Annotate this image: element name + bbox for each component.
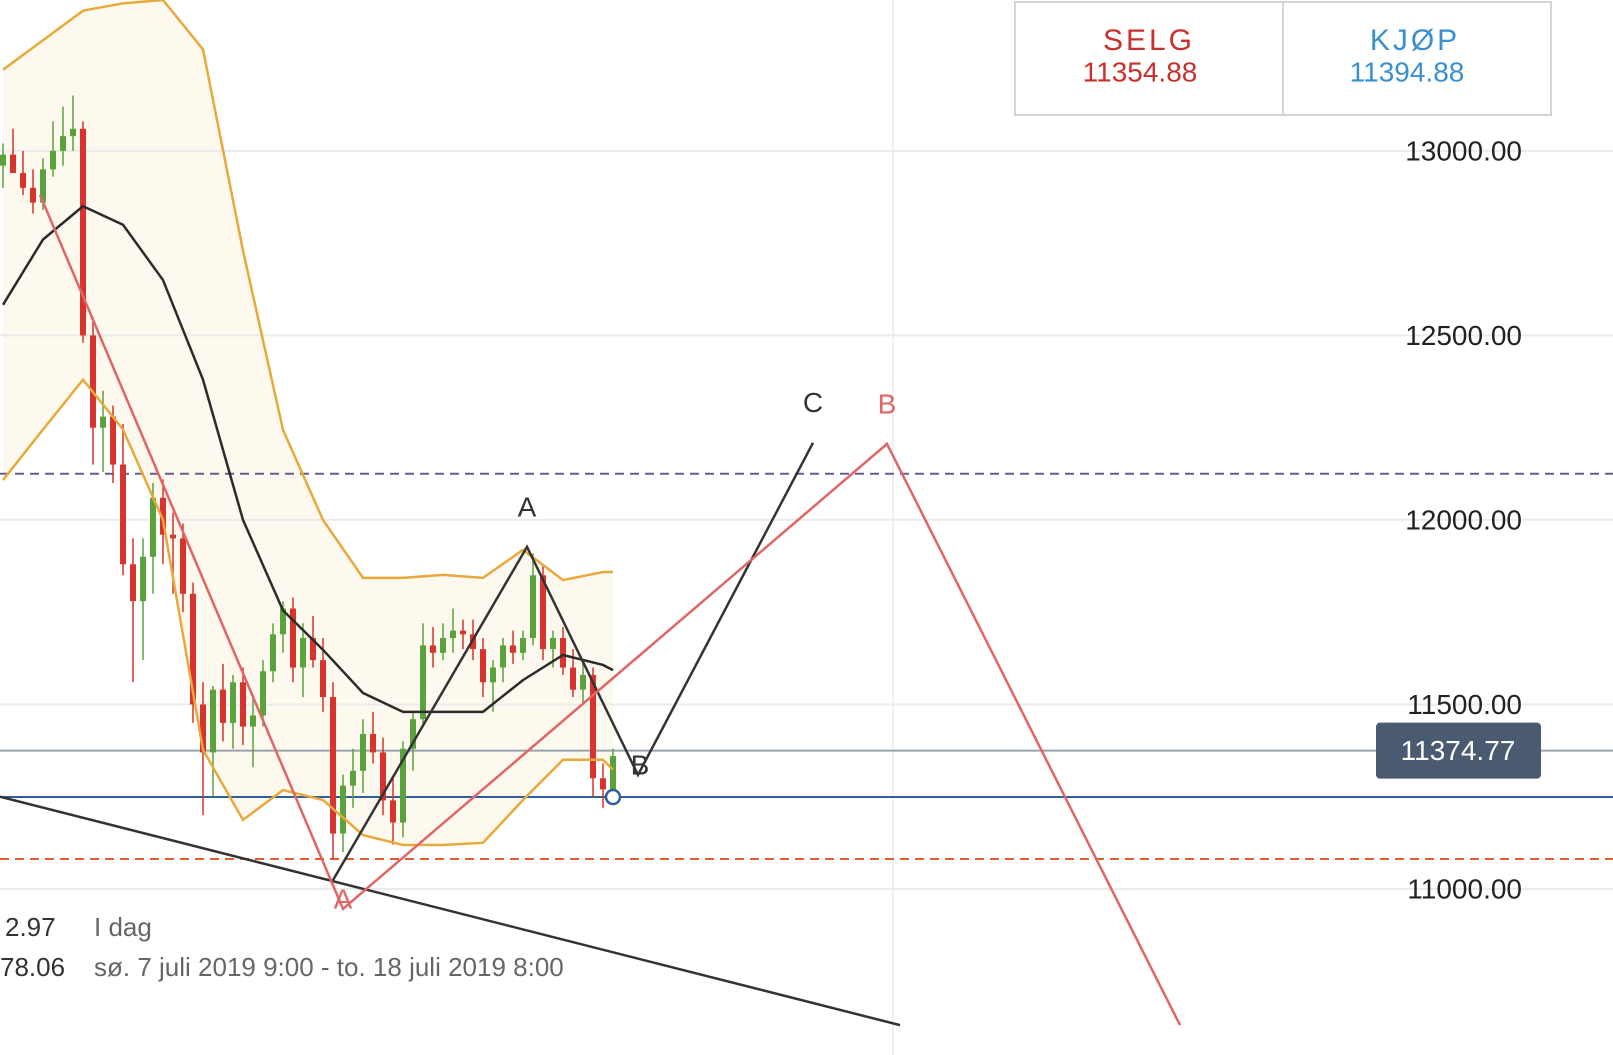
candle-body <box>390 800 396 823</box>
period: sø. 7 juli 2019 9:00 - to. 18 juli 2019 … <box>94 952 564 982</box>
candle-body <box>30 187 36 203</box>
candle-body <box>550 638 556 650</box>
candle-body <box>290 608 296 668</box>
candle-body <box>410 719 416 749</box>
candle-body <box>430 645 436 653</box>
info-bar: 2.97 78.06 I dag sø. 7 juli 2019 9:00 - … <box>0 912 564 982</box>
candle-body <box>120 464 126 565</box>
candle-body <box>260 671 266 716</box>
candle-body <box>50 150 56 170</box>
wave-drawing <box>331 442 815 881</box>
candle-body <box>180 538 186 594</box>
candle-body <box>200 704 206 753</box>
candle-body <box>420 645 426 720</box>
wave-label: A <box>334 883 353 914</box>
candle-body <box>500 645 506 668</box>
candle-body <box>610 756 616 790</box>
wave-drawing <box>38 194 1182 1026</box>
current-price-tag <box>1376 722 1541 779</box>
candle-body <box>220 689 226 723</box>
candle-body <box>520 638 526 653</box>
candle-body <box>570 667 576 690</box>
trade-panel: SELG 11354.88 KJØP 11394.88 <box>1014 1 1552 116</box>
candle-body <box>230 682 236 723</box>
grid-layer <box>0 149 1613 890</box>
candle-body <box>330 697 336 834</box>
candle-body <box>160 497 166 535</box>
current-price-label: 11374.77 <box>1401 735 1516 766</box>
candle-body <box>210 689 216 753</box>
candle-body <box>10 154 16 174</box>
candle-body <box>110 416 116 465</box>
sell-price[interactable]: 11354.88 <box>1083 56 1198 87</box>
candle-body <box>20 173 26 188</box>
candle-body <box>580 674 586 690</box>
candle-body <box>270 634 276 672</box>
candle-body <box>140 556 146 602</box>
candle-body <box>0 154 6 166</box>
candle-body <box>250 715 256 727</box>
candle-body <box>190 593 196 705</box>
candle-body <box>540 575 546 650</box>
candle-body <box>90 335 96 428</box>
wave-label: B <box>878 388 897 419</box>
period-label: I dag <box>94 912 152 942</box>
candle-body <box>70 128 76 137</box>
level-marker <box>604 788 622 806</box>
candle-body <box>560 638 566 668</box>
candle-body <box>310 638 316 661</box>
overlay-line <box>1 204 614 714</box>
buy-label[interactable]: KJØP <box>1370 24 1460 57</box>
candle-body <box>60 136 66 151</box>
candle-body <box>100 416 106 428</box>
info-value: 2.97 <box>5 912 56 942</box>
y-tick-label: 13000.00 <box>1405 135 1522 166</box>
candle-body <box>600 778 606 790</box>
wave-label: C <box>803 387 823 418</box>
candle-body <box>360 733 366 771</box>
candle-body <box>240 682 246 727</box>
candle-body <box>530 575 536 639</box>
candle-body <box>590 674 596 779</box>
sell-label[interactable]: SELG <box>1103 24 1195 57</box>
candle-body <box>370 733 376 753</box>
candle-body <box>440 638 446 653</box>
overlay-line <box>2 377 614 847</box>
candle-body <box>320 660 326 698</box>
candle-body <box>400 748 406 823</box>
buy-price[interactable]: 11394.88 <box>1350 56 1465 87</box>
y-tick-label: 11000.00 <box>1407 873 1522 904</box>
overlay-line <box>2 0 613 582</box>
candle-body <box>280 608 286 635</box>
candle-body <box>300 638 306 668</box>
candle-body <box>510 645 516 653</box>
wave-drawing <box>0 795 901 1027</box>
candle-body <box>340 785 346 834</box>
candle-body <box>40 169 46 203</box>
y-tick-label: 12000.00 <box>1405 504 1522 535</box>
candle-body <box>460 630 466 635</box>
candle-body <box>130 564 136 602</box>
info-value: 78.06 <box>0 952 65 982</box>
candle-body <box>450 630 456 639</box>
candle-body <box>170 534 176 539</box>
candle-body <box>350 770 356 786</box>
candle-body <box>480 649 486 683</box>
wave-label: A <box>518 491 537 522</box>
candle-body <box>80 128 86 336</box>
candle-body <box>490 667 496 683</box>
main-layer <box>0 0 616 860</box>
candle-body <box>380 752 386 801</box>
y-tick-label: 12500.00 <box>1405 320 1522 351</box>
candle-body <box>150 497 156 557</box>
wave-label: B <box>631 749 650 780</box>
y-tick-label: 11500.00 <box>1407 689 1522 720</box>
